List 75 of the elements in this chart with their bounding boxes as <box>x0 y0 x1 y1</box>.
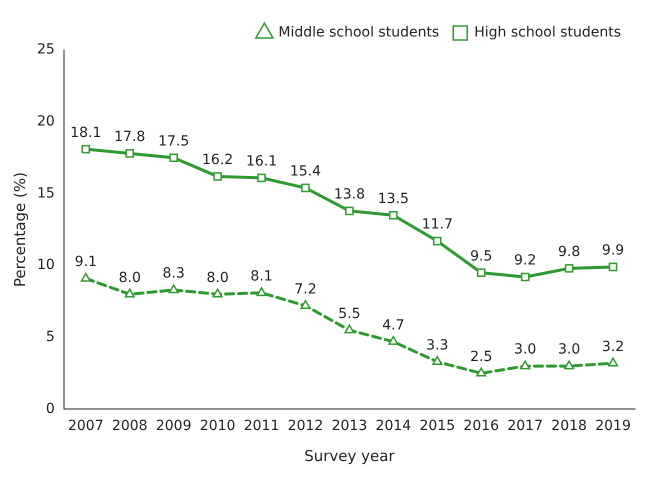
data-label: 9.5 <box>470 248 492 264</box>
data-label: 3.0 <box>514 342 536 358</box>
data-label: 5.5 <box>338 306 361 322</box>
point <box>432 356 442 366</box>
data-label: 16.2 <box>202 152 234 168</box>
x-tick-label: 2011 <box>244 418 280 434</box>
point <box>169 153 178 162</box>
point <box>608 357 618 366</box>
data-label: 2.5 <box>470 348 492 365</box>
data-label: 17.5 <box>158 133 190 150</box>
data-label: 7.2 <box>294 281 317 298</box>
x-tick-label: 2009 <box>156 418 192 434</box>
point <box>432 236 442 246</box>
data-label: 3.0 <box>558 342 580 358</box>
y-tick-label: 10 <box>36 257 55 274</box>
point <box>212 288 223 298</box>
data-label: 18.1 <box>70 124 102 141</box>
point <box>564 360 574 370</box>
point <box>300 300 311 309</box>
x-tick-label: 2017 <box>507 418 543 434</box>
y-tick-label: 25 <box>36 42 55 58</box>
point <box>124 288 135 298</box>
data-label: 8.0 <box>206 270 229 286</box>
point <box>388 336 398 345</box>
x-tick-label: 2019 <box>595 418 631 434</box>
point <box>389 210 398 220</box>
point <box>80 272 91 282</box>
x-tick-label: 2018 <box>551 418 587 434</box>
legend-label: Middle school students <box>278 24 440 41</box>
y-axis-title: Percentage (%) <box>10 172 29 288</box>
data-label: 15.4 <box>290 164 322 180</box>
data-label: 13.8 <box>334 186 365 203</box>
x-tick-label: 2010 <box>200 418 236 434</box>
x-tick-label: 2007 <box>68 418 104 434</box>
y-tick-label: 0 <box>46 400 55 417</box>
x-tick-label: 2008 <box>112 418 148 434</box>
y-tick-label: 20 <box>36 113 55 130</box>
data-label: 3.3 <box>426 337 448 354</box>
data-label: 9.8 <box>558 244 580 260</box>
point <box>345 206 354 216</box>
point <box>608 262 618 272</box>
point <box>564 264 574 273</box>
point <box>301 184 310 192</box>
y-tick-label: 15 <box>36 185 55 202</box>
data-label: 17.8 <box>114 129 146 146</box>
data-label: 9.9 <box>602 242 624 259</box>
data-label: 8.0 <box>118 270 141 286</box>
x-tick-label: 2013 <box>332 418 368 434</box>
point <box>476 268 486 277</box>
point <box>476 368 486 377</box>
data-label: 8.3 <box>162 266 185 282</box>
data-label: 4.7 <box>382 317 404 334</box>
x-tick-label: 2014 <box>376 418 412 434</box>
point <box>125 149 134 158</box>
x-tick-label: 2015 <box>419 418 456 434</box>
point <box>168 284 179 294</box>
point <box>257 174 266 182</box>
data-label: 3.2 <box>602 338 624 355</box>
point <box>213 172 222 181</box>
x-axis-title: Survey year <box>304 446 396 465</box>
data-label: 16.1 <box>246 154 278 170</box>
legend-label: High school students <box>474 24 622 41</box>
x-tick-label: 2016 <box>463 418 500 434</box>
point <box>82 144 90 154</box>
x-tick-label: 2012 <box>288 418 324 434</box>
y-tick-label: 5 <box>46 329 55 345</box>
point <box>520 272 530 282</box>
data-label: 8.1 <box>250 268 273 284</box>
data-label: 11.7 <box>422 216 453 233</box>
data-label: 13.5 <box>378 190 409 207</box>
data-label: 9.2 <box>514 252 536 269</box>
data-label: 9.1 <box>74 254 97 270</box>
point <box>520 360 530 370</box>
point <box>256 287 267 296</box>
point <box>344 324 354 334</box>
